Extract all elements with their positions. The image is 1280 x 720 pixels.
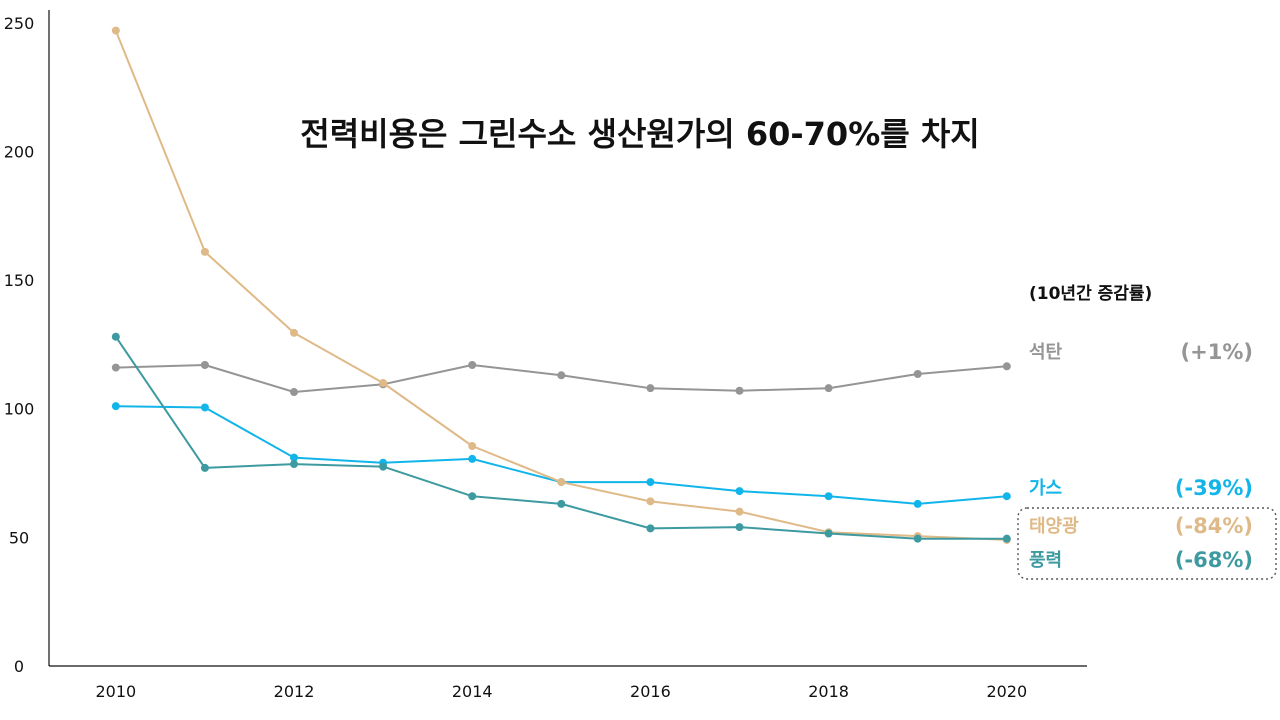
series-1-point-2020 xyxy=(1002,362,1011,371)
chart-title: 전력비용은 그린수소 생산원가의 60-70%를 차지 xyxy=(300,115,979,153)
series-4-point-2010 xyxy=(111,332,120,341)
series-1-point-2010 xyxy=(111,363,120,372)
legend-name-2: 가스 xyxy=(1029,478,1062,499)
series-1-point-2018 xyxy=(824,384,833,393)
legend-name-4: 풍력 xyxy=(1029,550,1062,571)
legend-entries: 석탄 (+1%) 가스 (-39%) 태양광 (-84%) 풍력 (-68%) xyxy=(1029,340,1253,572)
series-4-point-2011 xyxy=(200,463,209,472)
series-4-point-2016 xyxy=(646,524,655,533)
y-tick-label-250: 250 xyxy=(4,14,35,33)
series-2-point-2011 xyxy=(200,403,209,412)
legend-header: (10년간 증감률) xyxy=(1029,284,1152,304)
series-4-line xyxy=(114,336,1007,540)
series-3-point-2015 xyxy=(557,478,566,487)
series-1 xyxy=(111,361,1011,397)
series-3-point-2014 xyxy=(468,442,477,451)
legend-name-1: 석탄 xyxy=(1029,342,1063,363)
series-4 xyxy=(111,332,1011,543)
legend-name-3: 태양광 xyxy=(1029,516,1079,537)
series-2-point-2019 xyxy=(913,499,922,508)
y-tick-label-0: 0 xyxy=(14,657,24,676)
series-2-point-2012 xyxy=(290,453,299,462)
x-tick-label-2016: 2016 xyxy=(630,682,671,701)
legend-change-3: (-84%) xyxy=(1175,514,1253,538)
series-1-point-2017 xyxy=(735,386,744,395)
x-axis: 2010 2012 2014 2016 2018 2020 xyxy=(49,665,1087,701)
series-4-point-2014 xyxy=(468,492,477,501)
x-tick-label-2012: 2012 xyxy=(274,682,315,701)
series-3-point-2013 xyxy=(379,379,388,388)
series-2-point-2020 xyxy=(1002,492,1011,501)
series-4-point-2015 xyxy=(557,499,566,508)
series-4-point-2019 xyxy=(913,534,922,543)
series-3-point-2016 xyxy=(646,497,655,506)
x-tick-labels: 2010 2012 2014 2016 2018 2020 xyxy=(95,682,1027,701)
legend-change-2: (-39%) xyxy=(1175,476,1253,500)
series-3-point-2012 xyxy=(290,328,299,337)
series-4-point-2018 xyxy=(824,529,833,538)
series-2-point-2016 xyxy=(646,478,655,487)
series-4-point-2017 xyxy=(735,523,744,532)
series-1-point-2015 xyxy=(557,371,566,380)
series-3-line xyxy=(114,30,1007,541)
series-1-point-2012 xyxy=(290,388,299,397)
x-tick-label-2020: 2020 xyxy=(986,682,1027,701)
y-tick-label-200: 200 xyxy=(4,142,35,161)
x-tick-label-2018: 2018 xyxy=(808,682,849,701)
y-tick-label-150: 150 xyxy=(4,271,35,290)
series-2-point-2014 xyxy=(468,454,477,463)
series-4-point-2020 xyxy=(1002,534,1011,543)
legend: (10년간 증감률) 석탄 (+1%) 가스 (-39%) 태양광 (-84%) 풍력 (-6… xyxy=(1017,284,1277,580)
series-3-point-2017 xyxy=(735,507,744,516)
series-1-point-2014 xyxy=(468,361,477,370)
series-2-point-2017 xyxy=(735,487,744,496)
y-axis: 0 50 100 150 200 250 xyxy=(4,10,50,676)
y-tick-labels: 0 50 100 150 200 250 xyxy=(4,14,35,676)
legend-highlight-box xyxy=(1017,507,1277,580)
series-2-point-2010 xyxy=(111,402,120,411)
x-tick-label-2010: 2010 xyxy=(95,682,136,701)
series-3-point-2010 xyxy=(111,26,120,35)
y-tick-label-100: 100 xyxy=(4,400,35,419)
series-2-line xyxy=(115,405,1007,505)
series-4-point-2013 xyxy=(379,462,388,471)
x-tick-label-2014: 2014 xyxy=(452,682,493,701)
series-2 xyxy=(111,402,1011,508)
series-2-point-2018 xyxy=(824,492,833,501)
series-1-point-2016 xyxy=(646,384,655,393)
series-3-point-2011 xyxy=(200,247,209,256)
series-4-point-2012 xyxy=(290,460,299,469)
legend-change-1: (+1%) xyxy=(1181,340,1253,364)
y-tick-label-50: 50 xyxy=(9,528,29,547)
series-1-point-2019 xyxy=(913,370,922,379)
series-layer xyxy=(111,26,1011,544)
series-1-point-2011 xyxy=(200,361,209,370)
legend-change-4: (-68%) xyxy=(1175,548,1253,572)
